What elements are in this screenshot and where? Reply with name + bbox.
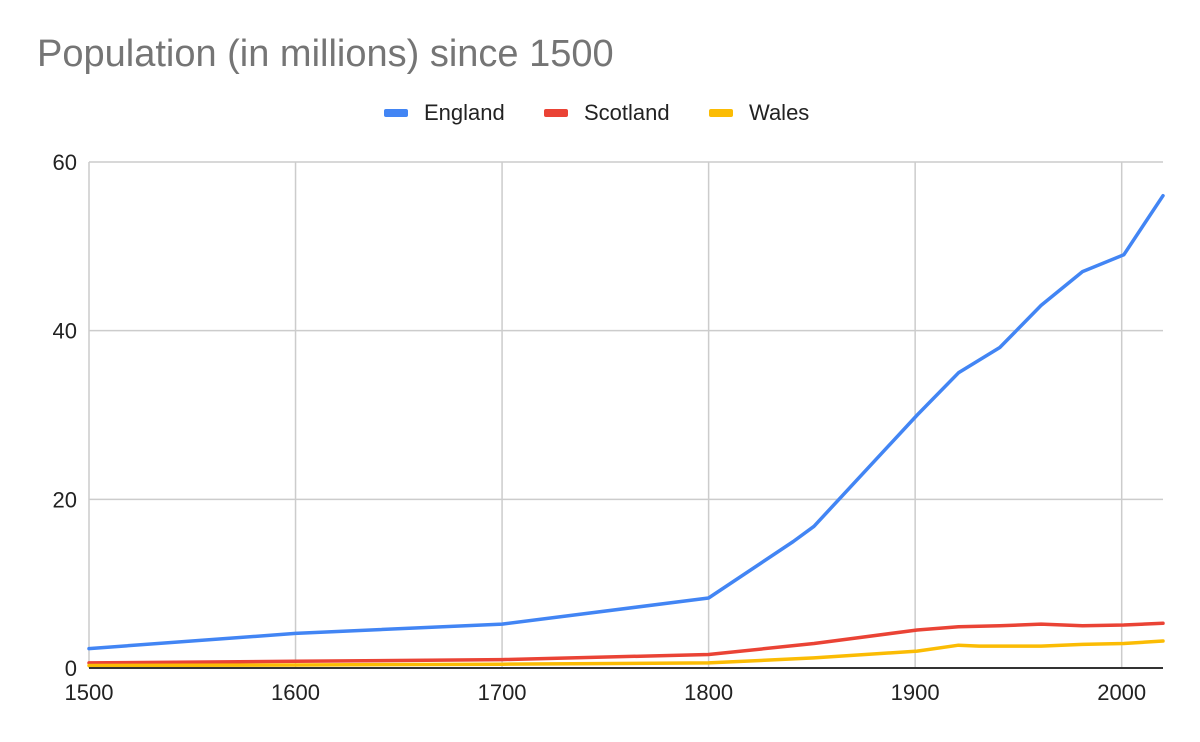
legend-swatch-scotland <box>544 109 568 117</box>
x-tick-label-2000: 2000 <box>1097 680 1146 705</box>
legend-label-england: England <box>424 100 505 125</box>
x-tick-label-1900: 1900 <box>891 680 940 705</box>
legend-swatch-wales <box>709 109 733 117</box>
y-tick-label-0: 0 <box>65 656 77 681</box>
legend-item-england[interactable]: England <box>384 98 505 128</box>
series-line-scotland <box>87 621 1165 665</box>
series-line-england <box>87 193 1165 651</box>
legend-label-wales: Wales <box>749 100 810 125</box>
series-lines <box>87 193 1165 668</box>
grid <box>88 161 1163 668</box>
y-axis: 0 20 40 60 <box>53 150 77 681</box>
y-tick-label-40: 40 <box>53 319 77 344</box>
chart-title: Population (in millions) since 1500 <box>37 33 614 75</box>
x-tick-label-1800: 1800 <box>684 680 733 705</box>
legend-item-scotland[interactable]: Scotland <box>544 98 670 128</box>
legend-swatch-england <box>384 109 408 117</box>
y-tick-label-20: 20 <box>53 487 77 512</box>
x-tick-label-1600: 1600 <box>271 680 320 705</box>
legend: England Scotland Wales <box>0 98 1200 128</box>
series-line-wales <box>87 639 1165 668</box>
legend-label-scotland: Scotland <box>584 100 670 125</box>
x-axis: 1500 1600 1700 1800 1900 2000 <box>65 667 1163 705</box>
x-tick-label-1500: 1500 <box>65 680 114 705</box>
x-tick-label-1700: 1700 <box>478 680 527 705</box>
y-tick-label-60: 60 <box>53 150 77 175</box>
legend-item-wales[interactable]: Wales <box>709 98 809 128</box>
